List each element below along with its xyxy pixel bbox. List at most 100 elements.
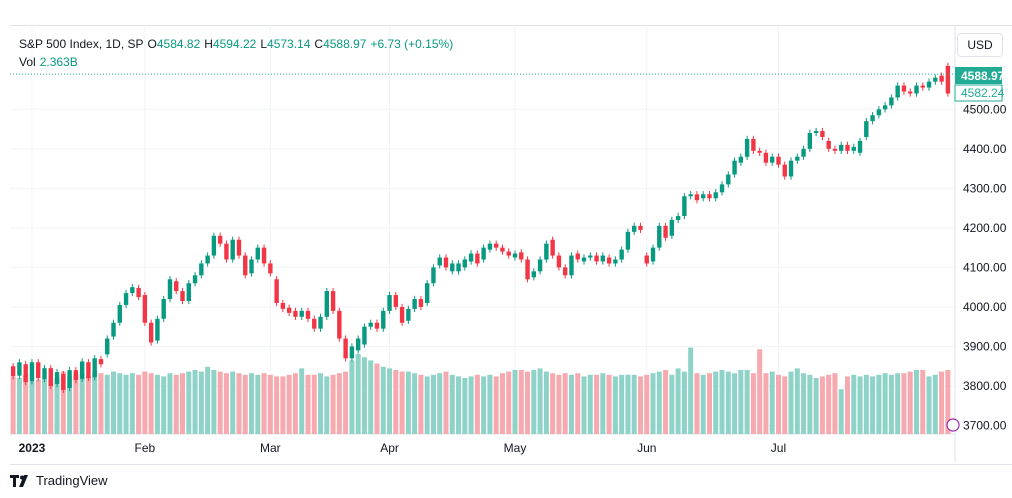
candle-body (719, 184, 725, 193)
volume-bar (142, 371, 148, 434)
volume-bar (387, 368, 393, 434)
candle-body (613, 259, 618, 264)
volume-bar (594, 374, 600, 434)
candle-body (632, 225, 637, 232)
volume-bar (888, 374, 894, 434)
candle-body (48, 368, 53, 386)
candle-body (117, 304, 122, 323)
volume-bar (393, 370, 399, 434)
candle-body (73, 370, 79, 381)
candle-body (393, 295, 399, 307)
currency-button[interactable]: USD (957, 33, 1003, 57)
volume-bar (355, 354, 361, 434)
volume-bar (782, 376, 788, 434)
candle-body (945, 65, 951, 94)
candle-body (832, 148, 838, 151)
candle-body (418, 299, 424, 307)
volume-bar (813, 378, 819, 434)
candle-body (738, 156, 744, 163)
candle-body (61, 374, 66, 390)
candle-body (199, 263, 204, 276)
tradingview-logo[interactable]: TradingView (10, 473, 108, 488)
candle-body (462, 259, 468, 268)
volume-bar (631, 374, 637, 434)
candle-body (839, 144, 844, 151)
volume-bar (826, 374, 832, 434)
volume-bar (644, 374, 650, 434)
candle-body (148, 322, 154, 343)
volume-bar (343, 371, 349, 434)
candle-body (412, 299, 417, 309)
candle-body (550, 239, 555, 256)
legend-change: +6.73 (+0.15%) (370, 37, 454, 51)
volume-bar (173, 374, 179, 434)
volume-bar (98, 373, 104, 434)
volume-bar (945, 370, 951, 434)
candle-body (224, 243, 229, 260)
candle-body (625, 231, 631, 250)
volume-bar (581, 376, 587, 434)
candle-body (155, 318, 160, 341)
volume-bar (763, 373, 769, 434)
volume-bar (863, 374, 869, 434)
volume-bar (67, 376, 73, 434)
volume-bar (688, 347, 694, 434)
volume-bar (832, 373, 838, 434)
volume-bar (111, 371, 117, 434)
y-tick-label: 3800.00 (963, 379, 1007, 393)
candle-body (876, 109, 882, 116)
volume-bar (48, 379, 54, 434)
candle-body (406, 308, 411, 321)
candle-body (468, 253, 474, 262)
candle-body (274, 279, 279, 303)
candle-body (280, 302, 286, 309)
candle-body (619, 249, 624, 260)
volume-bar (913, 370, 920, 434)
volume-bar (35, 379, 41, 434)
volume-bar (405, 371, 411, 434)
candle-body (675, 216, 681, 220)
tradingview-logo-icon (10, 474, 28, 487)
candle-body (801, 148, 806, 157)
candle-body (186, 283, 191, 301)
volume-bar (85, 376, 91, 434)
candle-body (268, 263, 273, 274)
candle-body (136, 287, 141, 298)
volume-bar (217, 371, 223, 434)
volume-bar (161, 376, 167, 434)
volume-bar (205, 366, 211, 434)
secondary-price-label: 4582.24 (961, 86, 1005, 100)
chart-frame (10, 25, 1012, 465)
candle-body (424, 283, 430, 303)
candle-body (763, 152, 769, 163)
candle-body (933, 77, 938, 82)
volume-bar (518, 370, 524, 434)
volume-bar (606, 374, 612, 434)
candle-body (757, 150, 762, 153)
volume-bar (725, 371, 731, 434)
volume-bar (794, 368, 800, 434)
legend-high-label: H (204, 37, 213, 51)
legend-ohlc-row: S&P 500 Index, 1D, SP O4584.82 H4594.22 L45… (19, 35, 457, 53)
candle-body (926, 81, 932, 88)
legend-vol-label: Vol (19, 55, 36, 69)
candle-body (600, 255, 606, 262)
volume-bar (255, 374, 261, 434)
candle-body (481, 247, 486, 260)
volume-bar (211, 370, 217, 434)
volume-bar (669, 374, 675, 434)
legend-high: 4594.22 (212, 37, 257, 51)
volume-bar (838, 389, 844, 434)
volume-bar (512, 370, 518, 434)
candle-body (493, 243, 499, 248)
volume-bar (713, 371, 719, 434)
candle-body (399, 306, 405, 323)
candle-body (914, 85, 919, 94)
candle-body (450, 263, 455, 272)
volume-bar (506, 371, 512, 434)
candle-body (98, 359, 104, 365)
event-marker-icon (946, 418, 960, 432)
volume-bar (456, 376, 462, 434)
volume-bar (844, 376, 850, 434)
